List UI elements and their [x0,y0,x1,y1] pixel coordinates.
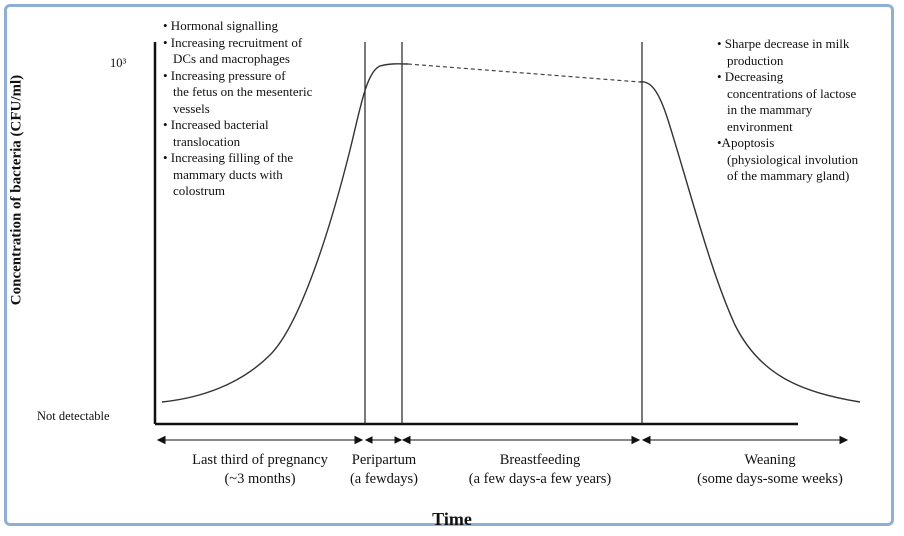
annotation-right-line: • Sharpe decrease in milk [717,36,850,51]
phase-label-line: (~3 months) [224,471,296,487]
phase-label-breastfeeding: Breastfeeding (a few days-a few years) [440,451,640,489]
annotation-left-line: • Increasing pressure of [163,67,286,83]
y-tick-max: 10³ [110,56,127,70]
annotation-left-line: translocation [173,133,241,149]
annotation-right-line: production [727,52,784,68]
annotation-right-line: of the mammary gland) [727,168,850,183]
x-axis-label: Time [432,509,472,529]
phase-label-line: Breastfeeding [499,452,581,468]
curve-rise [161,63,409,403]
annotation-right-line: concentrations of lactose [727,85,857,101]
annotation-left: • Hormonal signalling • Increasing recru… [163,18,312,200]
annotation-left-line: • Increased bacterial [163,117,269,132]
curve-plateau-dashed [407,63,641,83]
annotation-left-line: colostrum [173,183,225,198]
annotation-right-line: in the mammary [727,102,813,117]
phase-arrows [156,435,849,445]
phase-label-line: Weaning [744,452,796,468]
chart-frame [4,4,894,526]
annotation-right-line: • Decreasing [717,69,784,84]
y-axis-label-text: Concentration of bacteria (CFU/ml) [8,74,25,306]
annotation-left-line: DCs and macrophages [173,51,290,66]
phase-label-line: (a fewdays) [349,471,419,487]
phase-label-pregnancy: Last third of pregnancy (~3 months) [160,451,360,489]
curve-decline [639,81,861,403]
phase-label-line: Last third of pregnancy [192,452,328,468]
annotation-right-line: •Apoptosis [717,135,775,150]
annotation-right-line: (physiological involution [727,151,859,167]
annotation-left-line: vessels [173,100,210,116]
phase-label-line: (a few days-a few years) [468,471,612,487]
annotation-left-line: • Hormonal signalling [163,18,279,33]
annotation-right-line: environment [727,118,793,134]
annotation-right: • Sharpe decrease in milk production • D… [717,36,858,185]
annotation-left-line: mammary ducts with [173,166,283,182]
phase-label-weaning: Weaning (some days-some weeks) [665,451,875,489]
phase-label-peripartum: Peripartum (a fewdays) [344,451,424,489]
y-tick-not-detectable: Not detectable [37,409,110,423]
phase-label-line: Peripartum [351,452,417,468]
annotation-left-line: • Increasing filling of the [163,150,294,165]
annotation-left-line: • Increasing recruitment of [163,34,303,50]
annotation-left-line: the fetus on the mesenteric [173,84,313,99]
phase-label-line: (some days-some weeks) [697,471,843,487]
